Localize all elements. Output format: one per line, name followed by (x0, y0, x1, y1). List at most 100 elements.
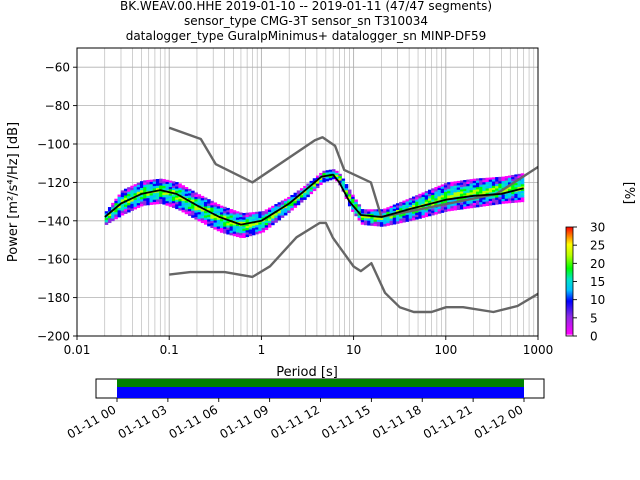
pdf-cell (117, 214, 122, 218)
timeline-tick-label: 01-11 18 (370, 402, 424, 441)
pdf-cell (175, 190, 179, 194)
pdf-cell (248, 229, 253, 232)
pdf-cell (255, 231, 259, 235)
pdf-cell (507, 198, 512, 201)
pdf-cell (469, 183, 474, 187)
pdf-cell (146, 179, 150, 183)
pdf-cell (287, 196, 291, 200)
pdf-cell (114, 216, 118, 220)
pdf-cell (136, 182, 141, 186)
pdf-cell (424, 191, 429, 194)
pdf-cell (162, 181, 166, 184)
colorbar-ticks: 0 5 10 15 20 25 30 (573, 221, 605, 344)
pdf-cell (354, 201, 358, 205)
pdf-cell (152, 188, 157, 191)
pdf-cell (168, 193, 173, 197)
pdf-cell (130, 187, 134, 191)
pdf-cell (235, 232, 240, 235)
pdf-cell (181, 185, 186, 188)
pdf-cell (469, 187, 474, 191)
pdf-cell (251, 216, 256, 220)
pdf-cell (363, 211, 368, 215)
pdf-cell (242, 228, 246, 232)
pdf-cell (111, 214, 115, 217)
pdf-cell (472, 185, 477, 188)
pdf-cell (133, 204, 138, 208)
pdf-cell (127, 207, 131, 211)
pdf-cell (443, 183, 448, 186)
pdf-cell (427, 211, 432, 215)
pdf-cell (306, 187, 310, 191)
pdf-cell (495, 195, 499, 198)
pdf-cell (232, 229, 237, 232)
pdf-cell (485, 179, 490, 183)
pdf-cell (309, 191, 314, 195)
pdf-cell (274, 204, 278, 207)
pdf-cell (411, 211, 416, 214)
pdf-cell (277, 202, 282, 205)
pdf-cell (453, 183, 458, 187)
pdf-cell (261, 221, 266, 225)
pdf-cell (303, 185, 307, 189)
pdf-cell (293, 201, 298, 204)
pdf-cell (408, 213, 413, 217)
pdf-cell (354, 206, 358, 210)
pdf-cell (181, 203, 186, 206)
pdf-cell (511, 185, 515, 189)
pdf-cell (456, 198, 461, 202)
pdf-cell (491, 200, 496, 203)
colorbar-tick-label: 0 (590, 330, 598, 344)
pdf-cell (175, 186, 179, 190)
x-tick-label: 10 (346, 343, 361, 357)
pdf-cell (245, 219, 250, 222)
pdf-cell (440, 190, 445, 194)
pdf-cell (472, 200, 477, 204)
pdf-cell (133, 202, 138, 205)
pdf-cell (504, 200, 509, 204)
pdf-cell (475, 191, 480, 195)
pdf-cell (475, 198, 480, 201)
pdf-cell (111, 216, 115, 219)
pdf-cell (504, 189, 509, 193)
pdf-cell (517, 184, 522, 188)
pdf-cell (223, 206, 227, 210)
pdf-cell (440, 188, 445, 192)
pdf-cell (431, 195, 435, 198)
pdf-cell (360, 211, 365, 214)
pdf-cell (507, 196, 512, 199)
pdf-cell (117, 210, 122, 213)
pdf-cell (194, 196, 198, 200)
pdf-cell (485, 199, 490, 202)
pdf-cell (507, 200, 512, 204)
pdf-cell (123, 211, 128, 214)
pdf-cell (434, 212, 438, 215)
pdf-cell (139, 203, 144, 207)
pdf-cell (216, 208, 221, 212)
pdf-cell (235, 224, 240, 227)
pdf-cell (232, 214, 237, 217)
pdf-cell (130, 194, 134, 198)
pdf-cell (479, 200, 483, 203)
pdf-cell (242, 212, 246, 216)
pdf-cell (431, 199, 435, 203)
pdf-cell (360, 215, 365, 219)
pdf-cell (392, 219, 397, 223)
pdf-cell (143, 182, 147, 186)
pdf-cell (203, 217, 208, 221)
pdf-cell (159, 196, 163, 200)
pdf-cell (120, 212, 125, 216)
pdf-cell (485, 201, 490, 204)
pdf-cell (511, 198, 515, 201)
pdf-cell (155, 185, 160, 189)
pdf-cell (207, 208, 211, 211)
pdf-cell (344, 190, 349, 193)
pdf-cell (251, 223, 256, 227)
pdf-cell (200, 204, 205, 208)
pdf-cell (120, 197, 125, 200)
pdf-cell (149, 184, 154, 187)
pdf-cell (242, 226, 246, 230)
y-tick-label: −120 (37, 176, 70, 190)
pdf-cell (402, 207, 406, 210)
pdf-cell (191, 210, 195, 214)
pdf-cell (357, 213, 362, 216)
